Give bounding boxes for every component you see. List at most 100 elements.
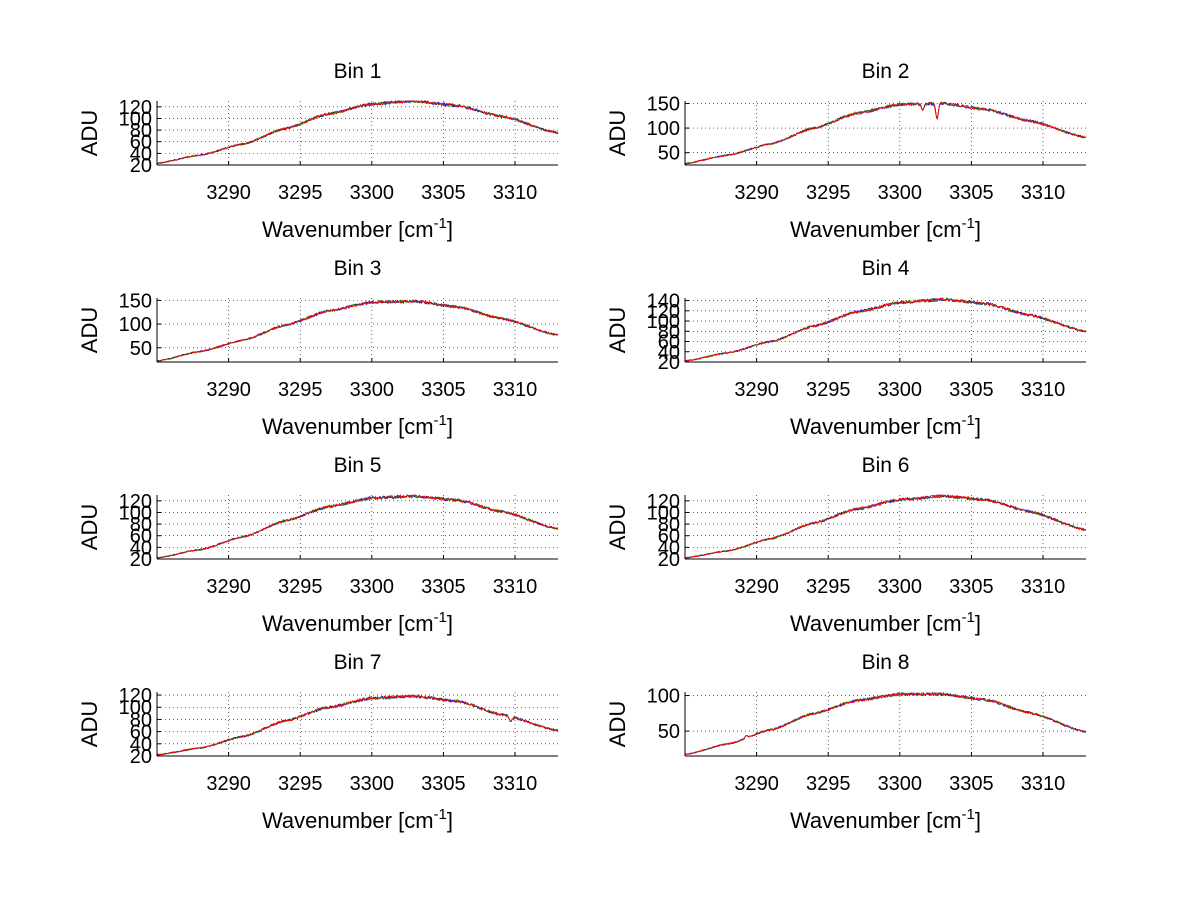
y-tick-label: 120	[119, 97, 152, 119]
y-tick-label: 20	[658, 549, 680, 571]
y-tick-label: 100	[647, 502, 680, 524]
x-tick-label: 3300	[878, 576, 923, 598]
plot-area	[157, 101, 558, 165]
x-tick-label: 3310	[493, 576, 538, 598]
y-tick-label: 40	[658, 537, 680, 559]
x-tick-label: 3310	[493, 182, 538, 204]
panel-bin-2: 3290 3295 3300 3305 3310 50 100 150 Bin 2 ADU Wave…	[605, 60, 1087, 242]
x-tick-label: 3305	[949, 182, 994, 204]
x-tick-label: 3300	[878, 773, 923, 795]
spectrum-line-3	[684, 297, 1087, 362]
y-tick-label: 20	[130, 155, 152, 177]
y-tick-label: 150	[119, 290, 152, 312]
y-axis-label: ADU	[605, 110, 630, 156]
spectrum-line-3	[156, 693, 559, 756]
x-tick-label: 3300	[350, 182, 395, 204]
x-tick-label: 3290	[734, 773, 779, 795]
y-tick-label: 120	[119, 685, 152, 707]
y-tick-label: 80	[130, 514, 152, 536]
spectrum-line-3	[685, 691, 1087, 755]
panel-title: Bin 3	[334, 257, 382, 280]
y-tick-label: 100	[647, 118, 680, 140]
x-tick-label: 3300	[350, 773, 395, 795]
x-axis-label: Wavenumber [cm-1]	[790, 412, 981, 439]
plot-area	[685, 101, 1086, 165]
y-tick-label: 50	[130, 338, 152, 360]
x-tick-label: 3305	[949, 576, 994, 598]
y-tick-label: 60	[130, 722, 152, 744]
x-tick-label: 3295	[806, 773, 851, 795]
spectrum-line-3	[156, 299, 558, 362]
y-tick-label: 40	[130, 143, 152, 165]
y-tick-label: 40	[658, 342, 680, 364]
x-axis-label: Wavenumber [cm-1]	[262, 806, 453, 833]
x-axis-label: Wavenumber [cm-1]	[262, 609, 453, 636]
x-tick-label: 3305	[949, 379, 994, 401]
x-tick-label: 3295	[278, 182, 323, 204]
y-axis-label: ADU	[605, 701, 630, 747]
x-tick-label: 3305	[949, 773, 994, 795]
x-tick-label: 3290	[206, 576, 251, 598]
y-tick-label: 20	[130, 746, 152, 768]
y-tick-label: 80	[658, 514, 680, 536]
y-tick-label: 140	[647, 291, 680, 313]
plot-area	[685, 298, 1086, 362]
y-tick-label: 60	[658, 526, 680, 548]
x-tick-label: 3310	[493, 773, 538, 795]
y-tick-label: 100	[119, 108, 152, 130]
y-tick-label: 50	[658, 721, 680, 743]
y-tick-label: 80	[658, 321, 680, 343]
spectrum-line-3	[684, 101, 1087, 165]
x-tick-label: 3310	[1021, 379, 1066, 401]
y-tick-label: 100	[119, 502, 152, 524]
y-axis-label: ADU	[77, 110, 102, 156]
y-tick-label: 50	[658, 143, 680, 165]
spectrum-line-3	[157, 99, 559, 165]
y-tick-label: 150	[647, 93, 680, 115]
x-tick-label: 3305	[421, 773, 466, 795]
x-tick-label: 3305	[421, 576, 466, 598]
x-axis-label: Wavenumber [cm-1]	[262, 412, 453, 439]
x-tick-label: 3290	[206, 379, 251, 401]
y-tick-label: 100	[119, 697, 152, 719]
x-tick-label: 3300	[878, 379, 923, 401]
y-tick-label: 40	[130, 734, 152, 756]
x-tick-label: 3310	[1021, 773, 1066, 795]
y-axis-label: ADU	[605, 504, 630, 550]
y-tick-label: 40	[130, 537, 152, 559]
panel-bin-8: 3290 3295 3300 3305 3310 50 100 Bin 8 ADU Wavenum…	[605, 651, 1087, 833]
x-tick-label: 3295	[278, 379, 323, 401]
x-tick-label: 3300	[878, 182, 923, 204]
y-tick-label: 60	[130, 132, 152, 154]
x-tick-label: 3300	[350, 576, 395, 598]
x-tick-label: 3295	[806, 576, 851, 598]
panel-title: Bin 5	[334, 454, 382, 477]
y-tick-label: 100	[119, 314, 152, 336]
x-tick-label: 3300	[350, 379, 395, 401]
x-tick-label: 3290	[206, 773, 251, 795]
x-tick-label: 3310	[1021, 576, 1066, 598]
plot-area	[685, 692, 1086, 756]
x-tick-label: 3290	[734, 182, 779, 204]
plot-area	[157, 298, 558, 362]
x-tick-label: 3295	[278, 773, 323, 795]
y-axis-label: ADU	[77, 504, 102, 550]
x-tick-label: 3290	[734, 576, 779, 598]
y-axis-label: ADU	[77, 307, 102, 353]
y-tick-label: 60	[130, 526, 152, 548]
y-tick-label: 80	[130, 709, 152, 731]
y-tick-label: 100	[647, 311, 680, 333]
plot-area	[685, 495, 1086, 559]
y-tick-label: 80	[130, 120, 152, 142]
x-axis-label: Wavenumber [cm-1]	[262, 215, 453, 242]
x-tick-label: 3305	[421, 379, 466, 401]
panel-title: Bin 6	[862, 454, 910, 477]
y-tick-label: 60	[658, 332, 680, 354]
x-axis-label: Wavenumber [cm-1]	[790, 806, 981, 833]
x-axis-label: Wavenumber [cm-1]	[790, 609, 981, 636]
